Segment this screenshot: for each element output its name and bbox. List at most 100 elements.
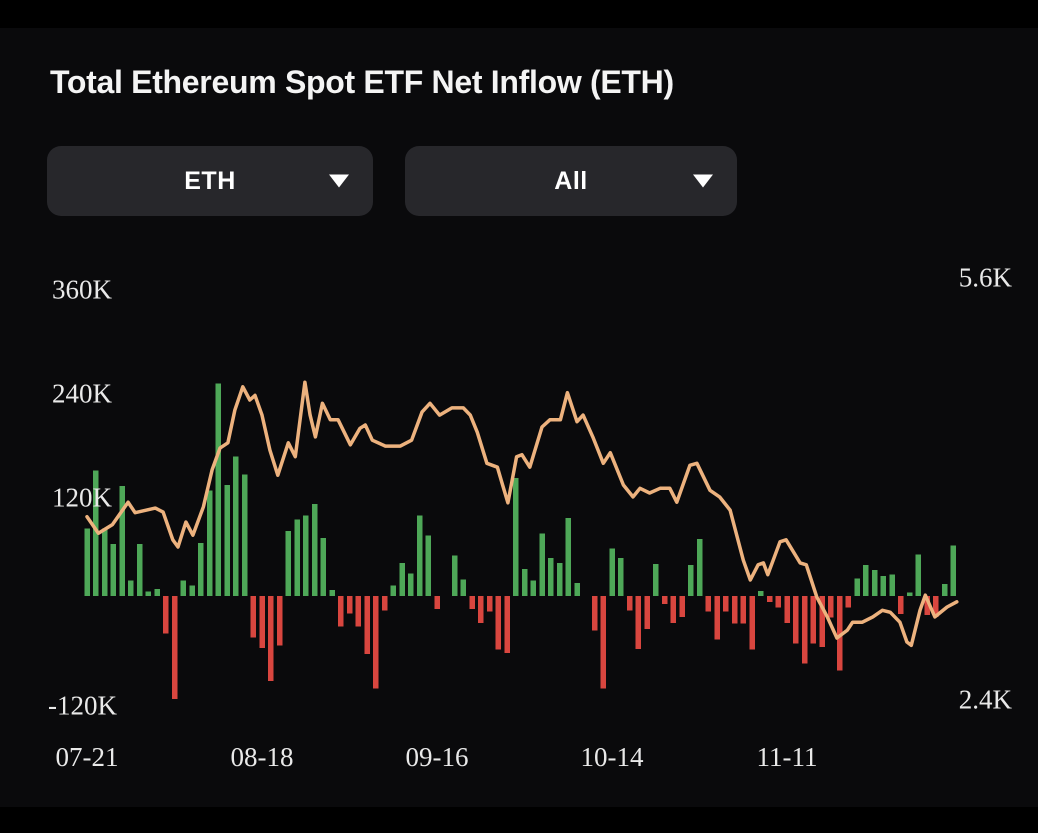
inflow-bar[interactable] (950, 545, 957, 596)
inflow-bar[interactable] (399, 563, 405, 596)
inflow-bar[interactable] (416, 515, 423, 596)
inflow-bar[interactable] (303, 515, 309, 596)
inflow-bar[interactable] (801, 596, 808, 664)
inflow-bar[interactable] (836, 596, 843, 671)
inflow-bar[interactable] (688, 564, 694, 596)
inflow-bar[interactable] (784, 596, 790, 623)
inflow-bar[interactable] (320, 537, 327, 596)
inflow-bar[interactable] (381, 596, 388, 611)
inflow-bar[interactable] (644, 596, 650, 629)
inflow-bar[interactable] (828, 596, 834, 618)
inflow-bar[interactable] (670, 596, 677, 623)
inflow-bar[interactable] (93, 470, 99, 596)
inflow-bar[interactable] (539, 533, 545, 596)
inflow-bar[interactable] (556, 563, 563, 596)
inflow-bar[interactable] (329, 589, 335, 596)
inflow-bar[interactable] (84, 528, 90, 596)
inflow-bar[interactable] (591, 596, 598, 631)
inflow-bar[interactable] (530, 580, 537, 596)
inflow-bar[interactable] (486, 596, 493, 612)
inflow-bar[interactable] (110, 544, 117, 596)
inflow-bar[interactable] (863, 564, 869, 596)
inflow-bar[interactable] (915, 554, 922, 596)
inflow-bar[interactable] (189, 585, 195, 596)
inflow-bar[interactable] (661, 596, 668, 604)
inflow-bar[interactable] (154, 589, 160, 596)
inflow-bar[interactable] (285, 531, 292, 596)
inflow-bar[interactable] (889, 574, 895, 596)
inflow-bar[interactable] (198, 543, 204, 596)
inflow-bar[interactable] (268, 596, 274, 681)
inflow-bar[interactable] (635, 596, 642, 649)
asset-dropdown[interactable]: ETH (47, 146, 373, 216)
inflow-bar[interactable] (215, 383, 222, 596)
inflow-bar[interactable] (294, 519, 300, 596)
inflow-bar[interactable] (425, 535, 432, 596)
inflow-bar[interactable] (933, 596, 939, 617)
inflow-bar[interactable] (758, 590, 764, 596)
inflow-bar[interactable] (451, 555, 458, 596)
inflow-bar[interactable] (171, 596, 178, 700)
inflow-bar[interactable] (898, 596, 904, 615)
inflow-bar[interactable] (338, 596, 344, 627)
inflow-bar[interactable] (766, 596, 773, 603)
inflow-bar[interactable] (871, 570, 878, 596)
inflow-bar[interactable] (880, 576, 887, 596)
inflow-bar[interactable] (276, 596, 283, 646)
inflow-bar[interactable] (854, 578, 860, 596)
inflow-bar[interactable] (346, 596, 353, 614)
inflow-bar[interactable] (250, 596, 257, 638)
inflow-bar[interactable] (810, 596, 817, 644)
inflow-bar[interactable] (513, 478, 519, 596)
inflow-bar[interactable] (521, 569, 528, 596)
inflow-bar[interactable] (793, 596, 799, 644)
inflow-bar[interactable] (145, 591, 152, 596)
inflow-bar[interactable] (679, 596, 685, 617)
inflow-bar[interactable] (626, 596, 633, 611)
inflow-bar[interactable] (705, 596, 712, 612)
inflow-bar[interactable] (136, 544, 143, 596)
inflow-bar[interactable] (241, 474, 248, 596)
inflow-bar[interactable] (600, 596, 607, 689)
inflow-bar[interactable] (478, 596, 484, 623)
inflow-bar[interactable] (119, 485, 125, 596)
inflow-bar[interactable] (373, 596, 379, 689)
inflow-bar[interactable] (495, 596, 502, 650)
inflow-bar[interactable] (163, 596, 169, 634)
inflow-bar[interactable] (548, 557, 554, 596)
range-dropdown[interactable]: All (405, 146, 737, 216)
inflow-bar[interactable] (906, 592, 913, 596)
inflow-bar[interactable] (233, 456, 239, 596)
inflow-bar[interactable] (364, 596, 370, 655)
inflow-bar[interactable] (696, 538, 703, 596)
inflow-bar[interactable] (609, 548, 615, 596)
inflow-bar[interactable] (723, 596, 729, 612)
inflow-bar[interactable] (434, 596, 440, 609)
inflow-bar[interactable] (311, 504, 318, 596)
inflow-bar[interactable] (180, 580, 187, 596)
inflow-bar[interactable] (775, 596, 782, 608)
inflow-bar[interactable] (574, 583, 580, 596)
inflow-bar[interactable] (224, 485, 230, 596)
inflow-bar[interactable] (845, 596, 852, 608)
inflow-bar[interactable] (731, 596, 738, 624)
inflow-bar[interactable] (565, 518, 572, 596)
inflow-bar[interactable] (819, 596, 825, 648)
inflow-bar[interactable] (460, 579, 467, 596)
inflow-bar[interactable] (469, 596, 475, 609)
inflow-bar[interactable] (128, 580, 134, 596)
inflow-bar[interactable] (504, 596, 510, 654)
inflow-bar[interactable] (714, 596, 720, 640)
inflow-bar[interactable] (653, 563, 659, 596)
inflow-bar[interactable] (941, 583, 948, 596)
inflow-bar[interactable] (749, 596, 755, 650)
inflow-bar[interactable] (618, 557, 624, 596)
inflow-bar[interactable] (206, 490, 213, 596)
inflow-bar[interactable] (355, 596, 362, 627)
inflow-bar[interactable] (924, 596, 930, 616)
inflow-bar[interactable] (101, 528, 108, 596)
inflow-bar[interactable] (390, 585, 397, 596)
inflow-bar[interactable] (259, 596, 265, 648)
inflow-bar[interactable] (740, 596, 747, 624)
